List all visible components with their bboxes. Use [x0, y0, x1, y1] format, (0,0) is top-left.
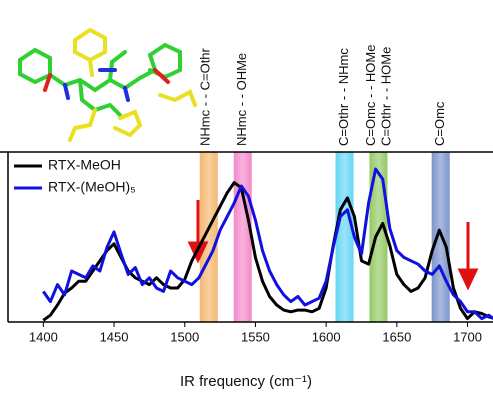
- band-highlight: [200, 152, 218, 322]
- legend-label: RTX-(MeOH)₅: [48, 179, 136, 195]
- series-line: [43, 183, 493, 321]
- x-tick-label: 1500: [170, 329, 199, 344]
- band-annotation: NHmc - - OHMe: [234, 53, 249, 146]
- x-tick-label: 1550: [241, 329, 270, 344]
- x-tick-label: 1450: [100, 329, 129, 344]
- band-annotation: C=Omc: [432, 101, 447, 146]
- x-tick-label: 1650: [382, 329, 411, 344]
- molecule-image: [20, 30, 195, 140]
- x-axis-label: IR frequency (cm⁻¹): [180, 373, 312, 390]
- band-annotation: C=Omc - - HOMe: [363, 45, 378, 146]
- band-highlight: [336, 152, 354, 322]
- band-highlight: [234, 152, 252, 322]
- band-highlight: [369, 152, 387, 322]
- chart: IR frequency (cm⁻¹) NHmc - - C=Othr NHmc …: [0, 0, 493, 395]
- x-tick-label: 1700: [453, 329, 482, 344]
- band-annotation: C=Othr - - NHmc: [336, 48, 351, 146]
- band-annotation: NHmc - - C=Othr: [197, 47, 212, 146]
- x-tick-label: 1600: [312, 329, 341, 344]
- band-annotation: C=Othr - - HOMe: [378, 47, 393, 146]
- legend-label: RTX-MeOH: [48, 157, 121, 173]
- x-tick-label: 1400: [29, 329, 58, 344]
